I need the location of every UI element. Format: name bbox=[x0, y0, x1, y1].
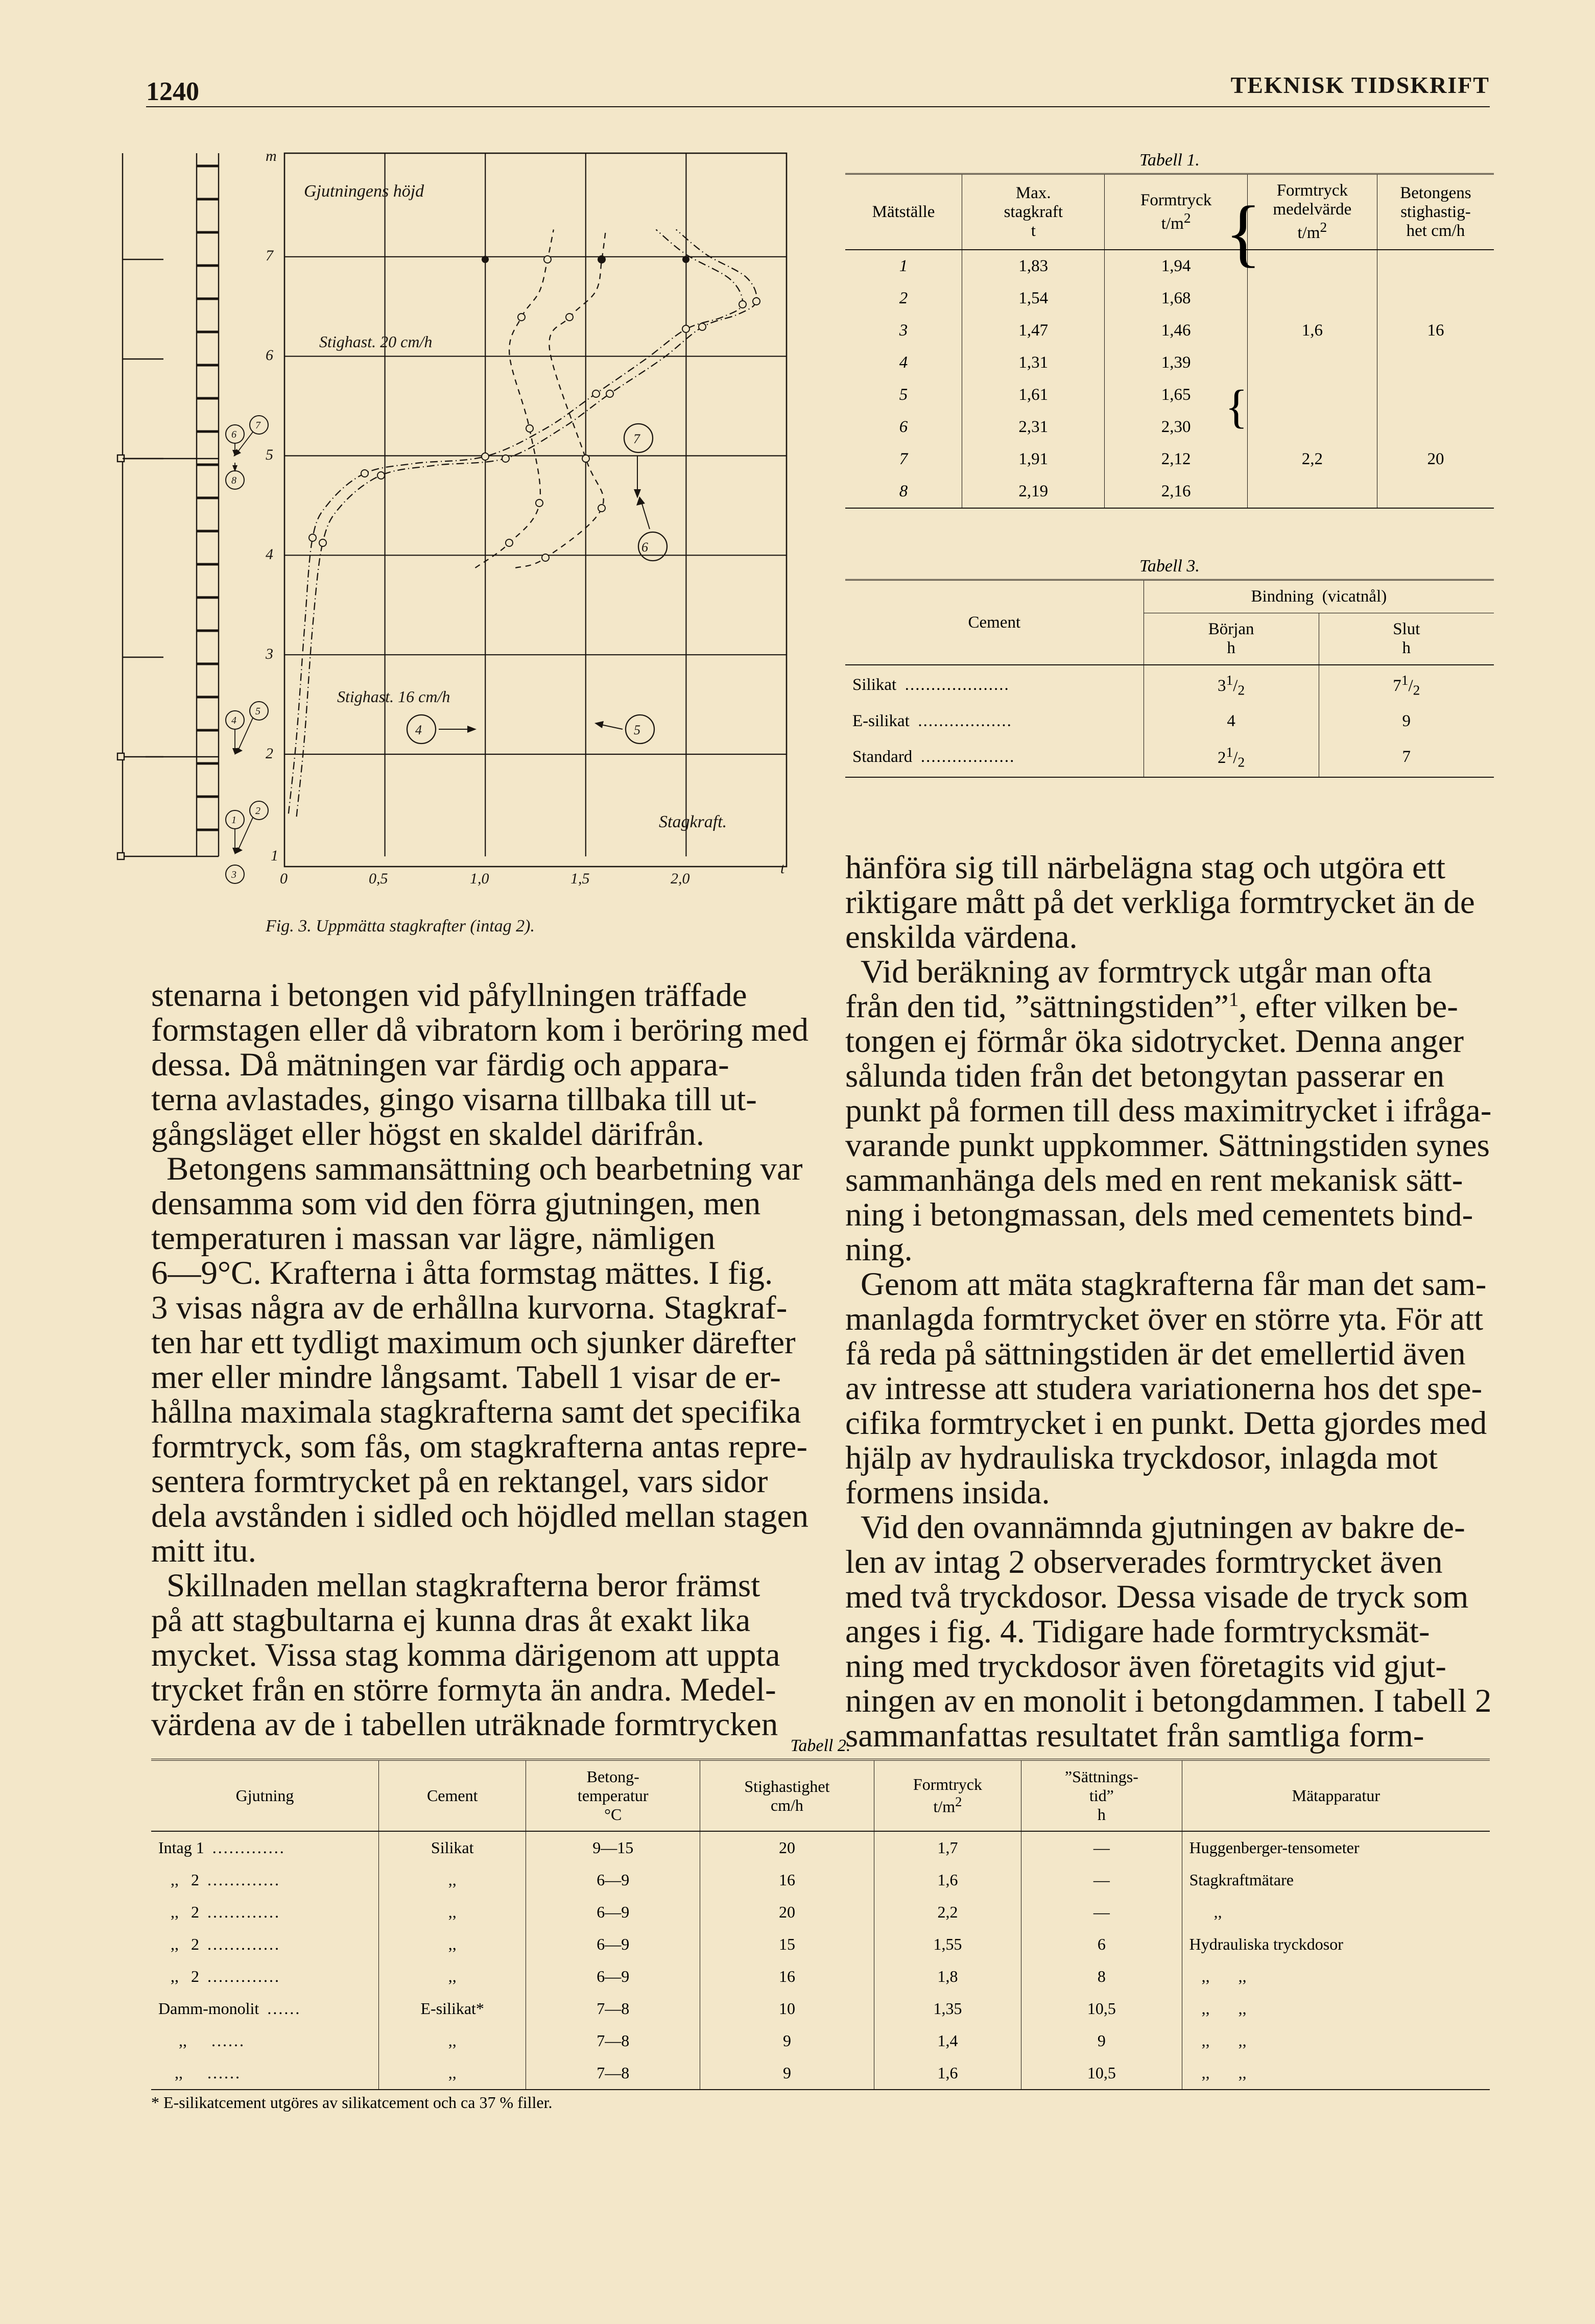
svg-text:3: 3 bbox=[265, 645, 273, 662]
svg-text:4: 4 bbox=[415, 723, 422, 737]
svg-text:7: 7 bbox=[266, 247, 274, 264]
svg-text:5: 5 bbox=[266, 446, 273, 463]
svg-text:1,0: 1,0 bbox=[470, 870, 489, 887]
svg-text:2: 2 bbox=[255, 805, 260, 817]
svg-text:4: 4 bbox=[266, 546, 273, 563]
svg-text:1,5: 1,5 bbox=[570, 870, 590, 887]
svg-text:5: 5 bbox=[255, 706, 260, 717]
svg-text:1: 1 bbox=[271, 847, 278, 864]
svg-text:2,0: 2,0 bbox=[671, 870, 690, 887]
svg-text:0: 0 bbox=[280, 870, 288, 887]
svg-text:5: 5 bbox=[634, 723, 640, 737]
svg-text:1: 1 bbox=[231, 814, 236, 826]
svg-text:7: 7 bbox=[255, 420, 261, 431]
svg-text:Stagkraft.: Stagkraft. bbox=[659, 812, 727, 831]
svg-text:m: m bbox=[266, 148, 277, 164]
svg-text:Stighast. 16 cm/h: Stighast. 16 cm/h bbox=[337, 687, 450, 706]
svg-text:2: 2 bbox=[266, 745, 273, 762]
svg-text:6: 6 bbox=[231, 429, 236, 440]
svg-text:Stighast. 20 cm/h: Stighast. 20 cm/h bbox=[319, 332, 432, 351]
svg-text:t: t bbox=[780, 860, 785, 877]
svg-text:6: 6 bbox=[266, 347, 273, 364]
svg-text:4: 4 bbox=[231, 715, 236, 726]
svg-text:6: 6 bbox=[641, 540, 648, 555]
svg-text:8: 8 bbox=[231, 475, 236, 486]
svg-text:Gjutningens höjd: Gjutningens höjd bbox=[304, 182, 424, 201]
svg-text:3: 3 bbox=[231, 869, 236, 880]
svg-text:0,5: 0,5 bbox=[369, 870, 388, 887]
svg-text:7: 7 bbox=[633, 432, 640, 446]
